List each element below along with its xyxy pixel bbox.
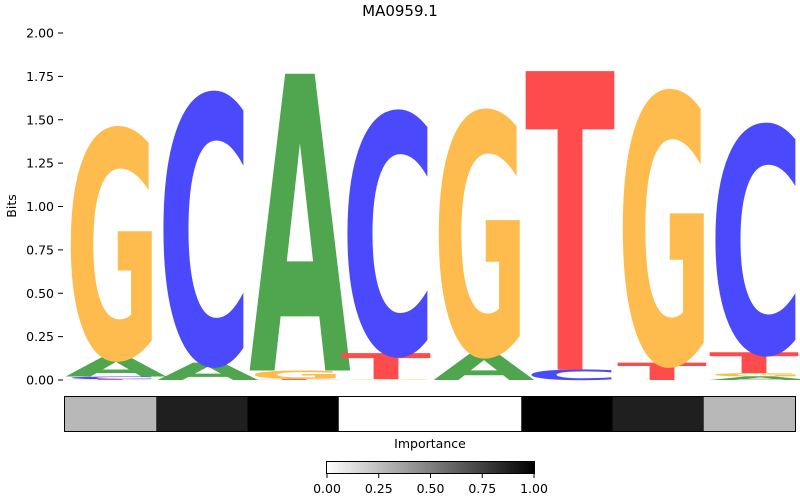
logo-letter-T-pos6: T [525, 0, 616, 467]
logo-letter-C-pos8: C [709, 65, 800, 425]
logo-letter-C-pos2: C [157, 22, 252, 449]
logo-letter-G-pos4: G [341, 379, 436, 380]
logo-letter-A-pos1: A [65, 353, 167, 383]
y-tick-label: 1.25 [26, 156, 54, 171]
logo-y-axis-label: Bits [4, 194, 19, 217]
logo-letter-G-pos7: G [617, 21, 712, 450]
svg-text:T: T [525, 0, 616, 467]
logo-letter-C-pos6: C [525, 367, 620, 384]
svg-text:T: T [249, 379, 340, 380]
logo-letter-A-pos2: A [157, 358, 259, 386]
y-tick-label: 0.25 [26, 329, 54, 344]
svg-text:G: G [65, 70, 160, 432]
svg-text:A: A [157, 358, 259, 386]
importance-label: Importance [394, 436, 466, 451]
y-tick-label: 2.00 [26, 26, 54, 41]
heatmap-cell-5 [430, 397, 522, 431]
svg-text:T: T [65, 379, 156, 380]
importance-heatmap [65, 397, 796, 431]
logo-letter-stacks: TCAGACTGAGTCAGCTTGAGTC [65, 0, 800, 467]
logo-letter-C-pos1: C [65, 376, 160, 380]
logo-letter-G-pos3: G [249, 368, 344, 382]
logo-letter-T-pos7: T [617, 358, 707, 386]
logo-letter-G-pos5: G [433, 48, 528, 432]
y-tick-label: 0.00 [26, 373, 54, 388]
svg-text:C: C [709, 65, 800, 425]
logo-letter-A-pos5: A [433, 347, 535, 388]
logo-letter-G-pos8: G [709, 372, 800, 378]
y-tick-label: 1.50 [26, 112, 54, 127]
logo-letter-T-pos1: T [65, 379, 156, 380]
svg-text:A: A [709, 376, 800, 382]
heatmap-cell-4 [338, 397, 431, 431]
y-tick-label: 0.50 [26, 286, 54, 301]
colorbar-tick-label: 0.00 [313, 481, 341, 496]
logo-letter-T-pos3: T [249, 379, 340, 380]
heatmap-cell-6 [521, 397, 614, 431]
logo-letter-C-pos4: C [341, 48, 436, 431]
svg-text:A: A [65, 353, 167, 383]
logo-y-axis: 0.00 0.25 0.50 0.75 1.00 1.25 1.50 1.75 2.00 [26, 26, 63, 388]
svg-text:T: T [709, 346, 799, 380]
y-tick-label: 1.00 [26, 199, 54, 214]
svg-text:C: C [525, 367, 620, 384]
svg-text:G: G [617, 21, 712, 450]
logo-letter-T-pos4: T [341, 346, 431, 388]
y-tick-label: 0.75 [26, 242, 54, 257]
svg-text:G: G [249, 368, 344, 382]
logo-letter-A-pos8: A [709, 376, 800, 382]
heatmap-cell-7 [612, 397, 705, 431]
heatmap-cell-1 [65, 397, 157, 431]
logo-letter-G-pos1: G [65, 70, 160, 432]
svg-text:G: G [341, 379, 436, 380]
svg-text:A: A [249, 0, 352, 467]
colorbar [326, 461, 535, 474]
chart-title: MA0959.1 [362, 2, 438, 20]
logo-letter-T-pos8: T [709, 346, 799, 380]
svg-text:C: C [65, 376, 160, 380]
importance-heatmap-frame [64, 396, 796, 432]
heatmap-cell-8 [703, 397, 796, 431]
heatmap-cell-3 [247, 397, 340, 431]
colorbar-tick-label: 0.25 [365, 481, 393, 496]
colorbar-ticks: 0.00 0.25 0.50 0.75 1.00 [313, 474, 548, 496]
heatmap-cell-2 [156, 397, 249, 431]
logo-letter-A-pos3: A [249, 0, 352, 467]
y-tick-label: 1.75 [26, 69, 54, 84]
colorbar-tick-label: 0.75 [468, 481, 496, 496]
colorbar-tick-label: 1.00 [520, 481, 548, 496]
svg-text:G: G [433, 48, 528, 432]
svg-text:G: G [709, 372, 800, 378]
svg-text:T: T [617, 358, 707, 386]
svg-text:T: T [341, 346, 431, 388]
svg-text:C: C [157, 22, 252, 449]
svg-text:C: C [341, 48, 436, 431]
colorbar-tick-label: 0.50 [417, 481, 445, 496]
svg-text:A: A [433, 347, 535, 388]
